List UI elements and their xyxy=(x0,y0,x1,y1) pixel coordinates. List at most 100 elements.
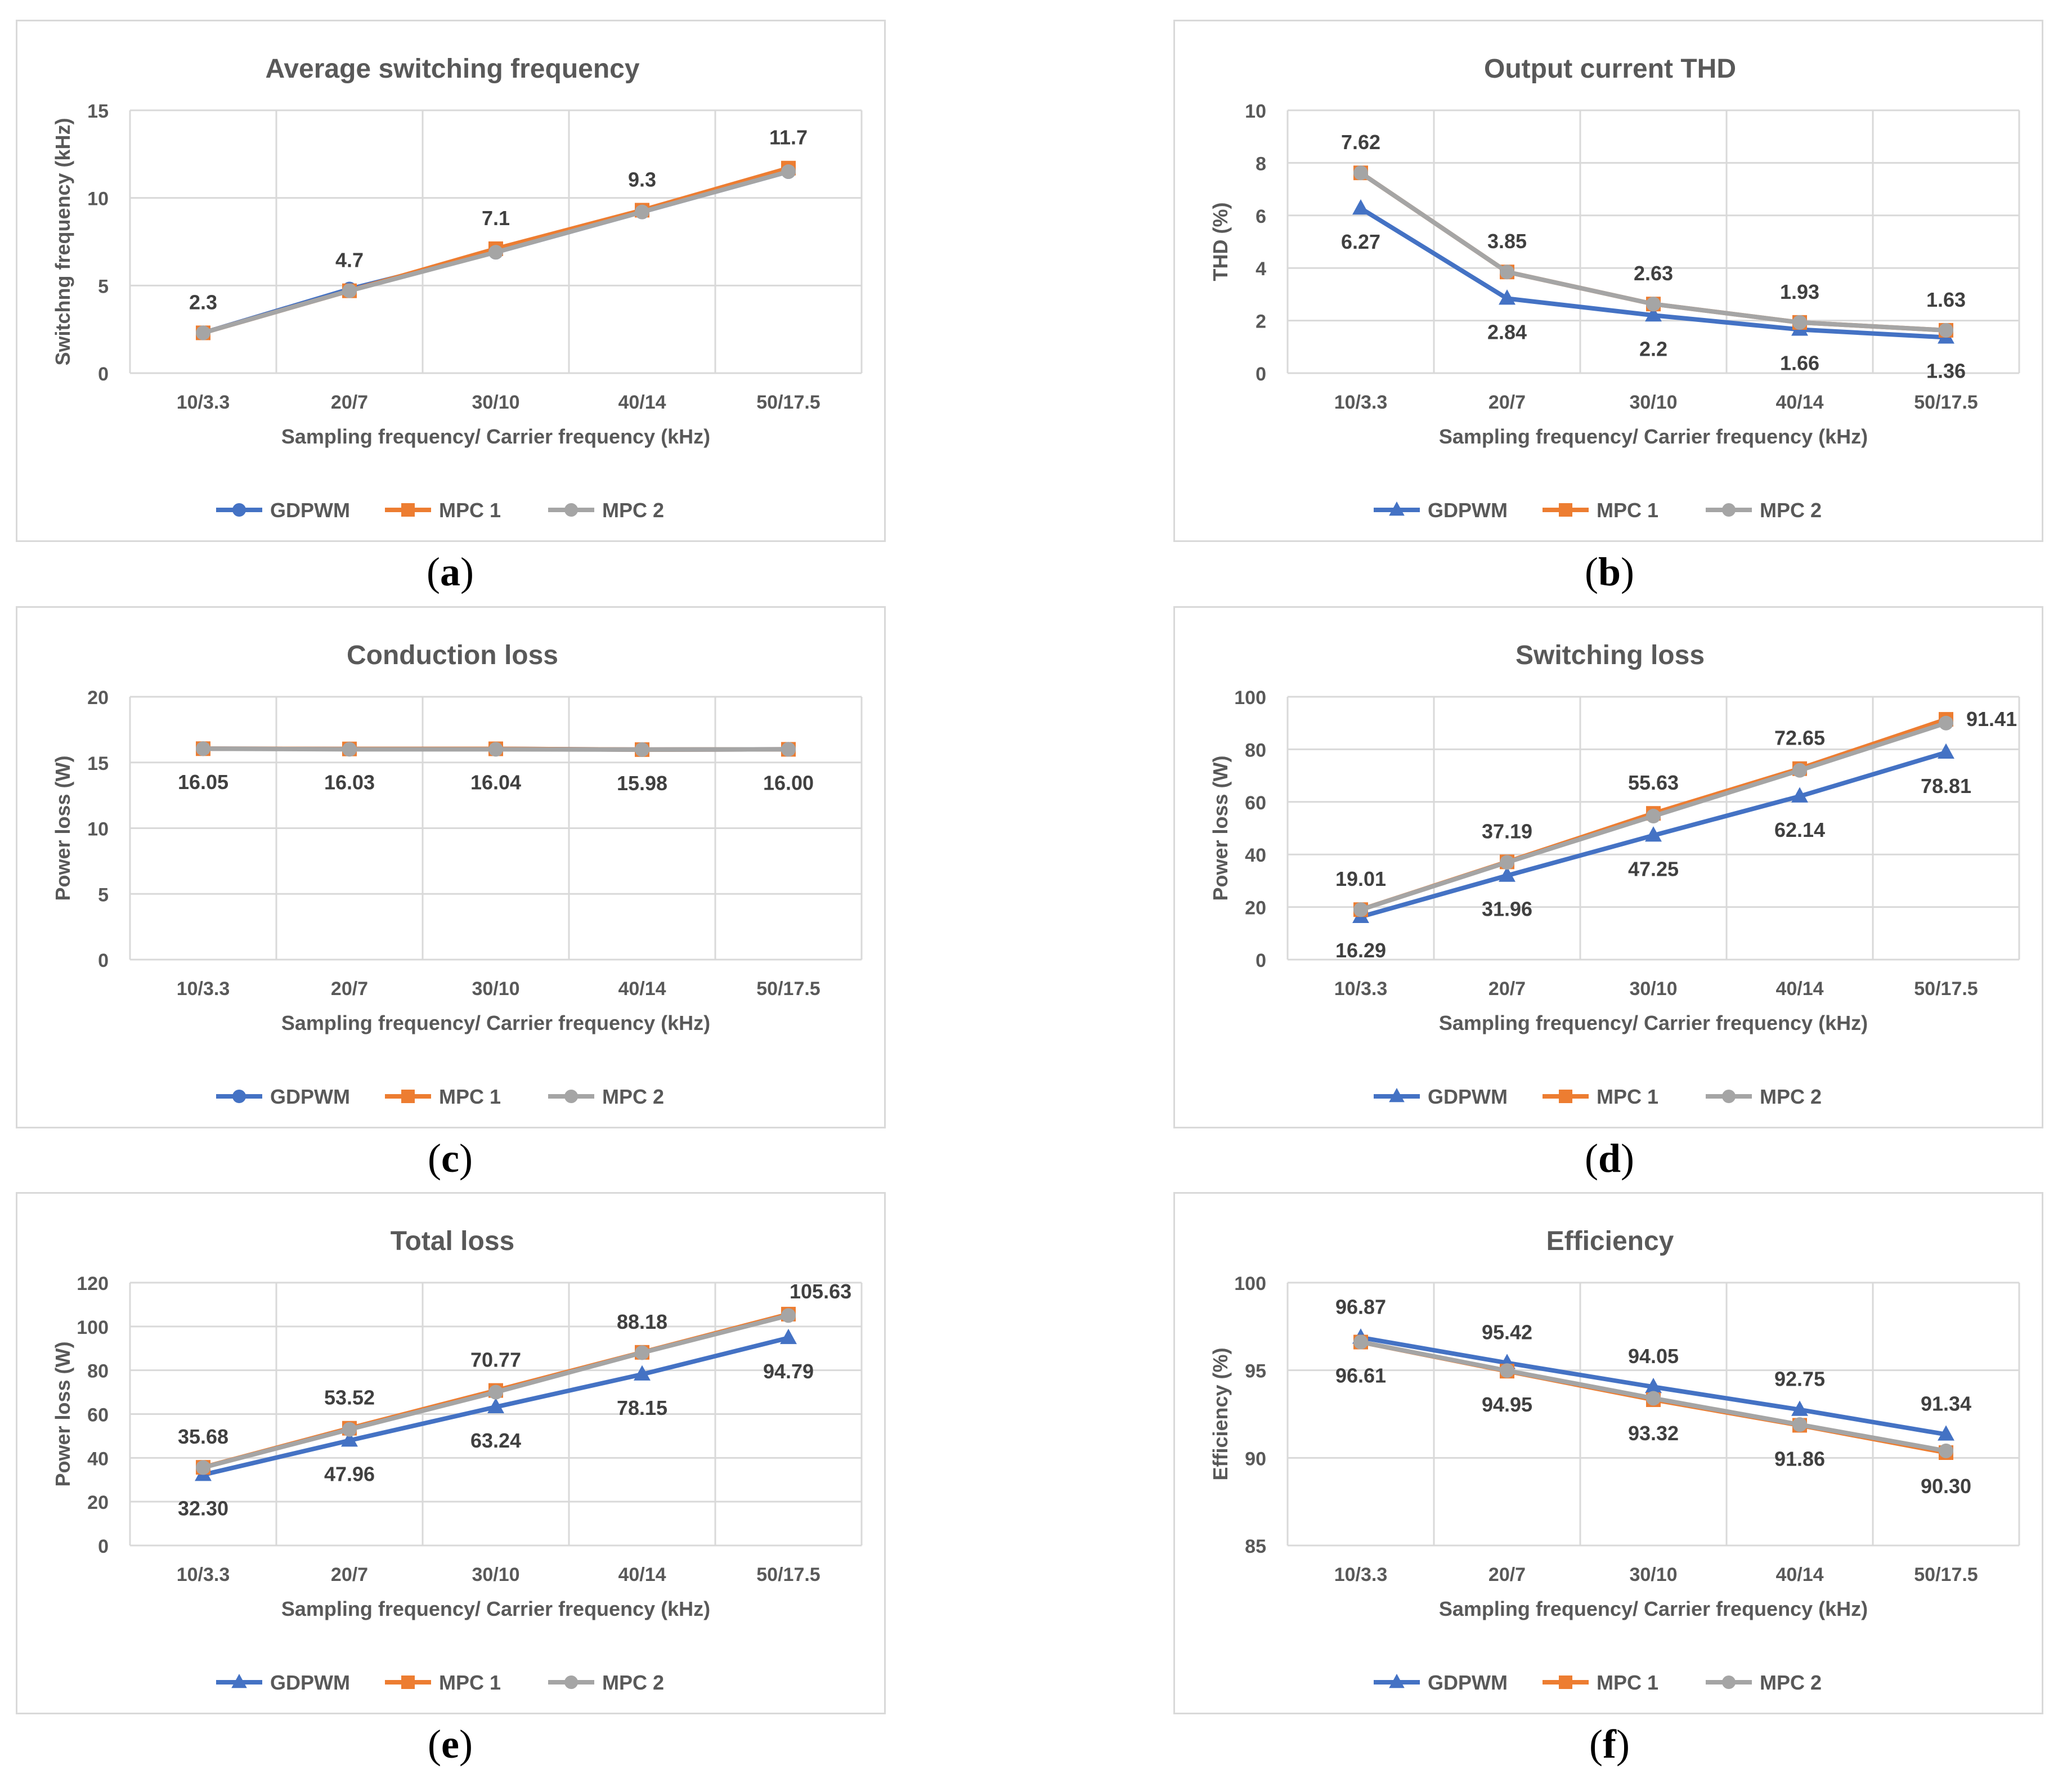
data-label: 16.29 xyxy=(1335,939,1386,962)
data-label: 16.05 xyxy=(178,770,228,794)
x-tick-label: 30/10 xyxy=(1629,392,1677,413)
data-label: 91.34 xyxy=(1921,1392,1971,1415)
data-label: 72.65 xyxy=(1774,727,1825,750)
chart-svg-b: Output current THD 0 2 4 6 8 10 10/3.3 20/7 30/10… xyxy=(1209,54,2020,522)
legend-label: GDPWM xyxy=(1428,1085,1508,1108)
chart-panel-c: Conduction loss 0 5 10 15 20 10/3.3 20/7 30/10 40… xyxy=(16,606,886,1128)
data-point xyxy=(634,1365,651,1381)
data-label: 47.25 xyxy=(1628,857,1679,880)
data-label: 92.75 xyxy=(1774,1368,1825,1391)
y-tick-label: 4 xyxy=(1256,258,1266,280)
x-tick-label: 10/3.3 xyxy=(1334,1564,1388,1585)
legend-label: MPC 1 xyxy=(1597,1085,1658,1108)
series-gdpwm xyxy=(1352,743,1954,923)
data-point xyxy=(1792,315,1807,330)
legend-item: MPC 1 xyxy=(1543,1671,1658,1694)
legend-label: MPC 2 xyxy=(602,1085,664,1108)
x-tick-label: 10/3.3 xyxy=(1334,978,1388,1000)
data-point xyxy=(488,1385,503,1400)
data-point xyxy=(1500,1363,1514,1378)
chart-svg-c: Conduction loss 0 5 10 15 20 10/3.3 20/7 30/10 40… xyxy=(51,640,863,1108)
chart-panel-d: Switching loss 0 20 40 60 80 100 10/3.3 20/7 30/1… xyxy=(1173,606,2043,1128)
legend-marker xyxy=(401,1675,415,1689)
data-point xyxy=(1791,787,1808,803)
data-label: 7.62 xyxy=(1341,131,1380,154)
y-tick-label: 0 xyxy=(1256,364,1266,385)
x-tick-label: 50/17.5 xyxy=(756,978,820,1000)
legend-item: GDPWM xyxy=(1374,1085,1508,1108)
data-point xyxy=(1792,1417,1807,1432)
legend-marker xyxy=(1559,503,1572,517)
y-tick-label: 40 xyxy=(87,1448,109,1470)
data-label: 47.96 xyxy=(324,1462,375,1485)
panel-label-c: (c) xyxy=(428,1136,473,1181)
data-label: 4.7 xyxy=(335,249,364,272)
data-point xyxy=(342,283,357,298)
data-label: 96.61 xyxy=(1335,1364,1386,1387)
y-tick-label: 40 xyxy=(1245,845,1266,866)
y-tick-label: 80 xyxy=(87,1361,109,1382)
legend-item: GDPWM xyxy=(216,1671,350,1694)
legend-label: MPC 1 xyxy=(439,499,501,522)
x-tick-label: 30/10 xyxy=(1629,978,1677,1000)
x-axis-label: Sampling frequency/ Carrier frequency (k… xyxy=(281,425,710,448)
data-point xyxy=(341,1431,358,1447)
data-label: 1.93 xyxy=(1780,280,1819,303)
y-tick-label: 20 xyxy=(87,687,109,709)
legend-item: GDPWM xyxy=(1374,499,1508,522)
data-point xyxy=(1645,826,1662,842)
y-axis-label: Power loss (W) xyxy=(51,755,74,901)
y-axis-label: Power loss (W) xyxy=(1209,755,1232,901)
x-tick-label: 40/14 xyxy=(1775,392,1823,413)
data-label: 70.77 xyxy=(470,1349,521,1372)
legend-marker xyxy=(1389,1088,1405,1103)
y-tick-label: 8 xyxy=(1256,153,1266,174)
chart-title: Switching loss xyxy=(1516,640,1705,670)
x-tick-label: 40/14 xyxy=(1775,978,1823,1000)
y-tick-label: 100 xyxy=(1234,1273,1266,1294)
data-label: 90.30 xyxy=(1921,1475,1971,1498)
x-tick-label: 50/17.5 xyxy=(756,1564,820,1585)
data-point xyxy=(342,1422,357,1437)
series-mpc-2 xyxy=(1353,165,1953,338)
data-point xyxy=(196,325,210,341)
y-tick-label: 80 xyxy=(1245,740,1266,761)
legend-marker xyxy=(231,1674,247,1688)
chart-panel-a: Average switching frequency 0 5 10 15 10/3.3 2… xyxy=(16,20,886,542)
y-tick-label: 5 xyxy=(98,276,109,297)
x-tick-label: 30/10 xyxy=(1629,1564,1677,1585)
data-point xyxy=(1499,866,1516,882)
y-tick-label: 20 xyxy=(1245,898,1266,919)
data-label: 11.7 xyxy=(769,126,808,149)
panel-label-f: (f) xyxy=(1589,1722,1630,1767)
y-tick-label: 10 xyxy=(1245,101,1266,122)
legend-item: GDPWM xyxy=(1374,1671,1508,1694)
legend-item: MPC 1 xyxy=(385,499,501,522)
x-axis-label: Sampling frequency/ Carrier frequency (k… xyxy=(1439,1011,1868,1034)
y-tick-label: 90 xyxy=(1245,1448,1266,1470)
legend-label: MPC 2 xyxy=(1760,1085,1822,1108)
data-point xyxy=(1939,1443,1953,1458)
legend-item: MPC 1 xyxy=(1543,499,1658,522)
data-point xyxy=(1646,1391,1661,1406)
legend-marker xyxy=(1389,501,1405,516)
data-point xyxy=(1499,289,1516,305)
series-mpc-2 xyxy=(1353,715,1953,917)
legend-label: MPC 1 xyxy=(439,1085,501,1108)
y-tick-label: 0 xyxy=(1256,950,1266,971)
data-label: 78.81 xyxy=(1921,774,1971,798)
data-point xyxy=(780,1328,797,1345)
legend-label: MPC 1 xyxy=(439,1671,501,1694)
x-tick-label: 10/3.3 xyxy=(177,978,230,1000)
y-tick-label: 10 xyxy=(87,819,109,840)
legend-marker xyxy=(564,1090,578,1103)
y-tick-label: 20 xyxy=(87,1492,109,1513)
data-label: 16.00 xyxy=(763,771,814,794)
data-point xyxy=(1646,809,1661,824)
data-label: 91.86 xyxy=(1774,1447,1825,1470)
legend-item: GDPWM xyxy=(216,1085,350,1108)
series-mpc-2 xyxy=(196,741,796,757)
data-point xyxy=(1500,855,1514,870)
data-label: 88.18 xyxy=(617,1310,667,1333)
x-tick-label: 20/7 xyxy=(331,1564,368,1585)
